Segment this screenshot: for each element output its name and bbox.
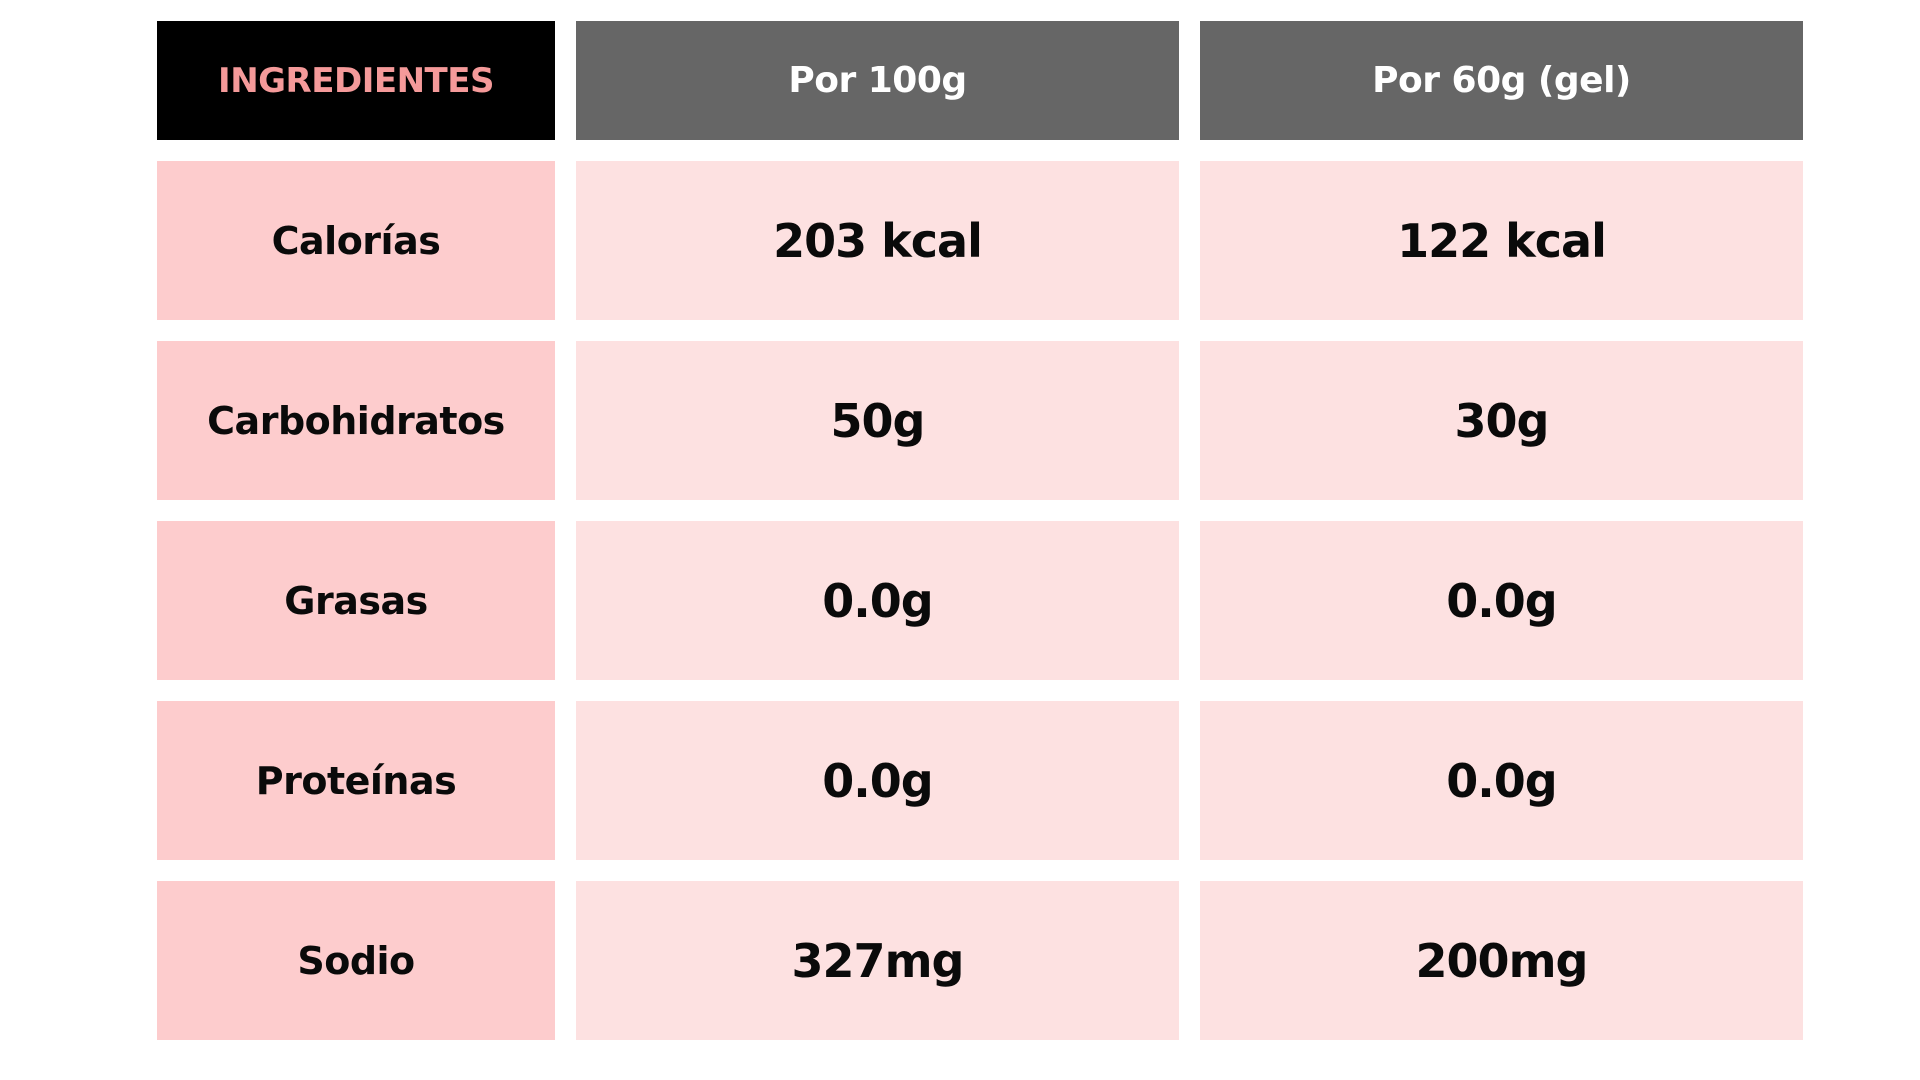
- value-sodio-per60: 200mg: [1200, 881, 1803, 1040]
- row-label-carbohidratos: Carbohidratos: [157, 341, 555, 500]
- value-carbohidratos-per60: 30g: [1200, 341, 1803, 500]
- row-label-calorias: Calorías: [157, 161, 555, 320]
- value-grasas-per60: 0.0g: [1200, 521, 1803, 680]
- header-per-100g: Por 100g: [576, 21, 1179, 140]
- value-calorias-per60: 122 kcal: [1200, 161, 1803, 320]
- nutrition-table: INGREDIENTES Por 100g Por 60g (gel) Calo…: [157, 21, 1803, 1040]
- value-sodio-per100: 327mg: [576, 881, 1179, 1040]
- value-carbohidratos-per100: 50g: [576, 341, 1179, 500]
- header-ingredientes: INGREDIENTES: [157, 21, 555, 140]
- value-proteinas-per60: 0.0g: [1200, 701, 1803, 860]
- value-grasas-per100: 0.0g: [576, 521, 1179, 680]
- row-label-sodio: Sodio: [157, 881, 555, 1040]
- value-proteinas-per100: 0.0g: [576, 701, 1179, 860]
- row-label-grasas: Grasas: [157, 521, 555, 680]
- value-calorias-per100: 203 kcal: [576, 161, 1179, 320]
- row-label-proteinas: Proteínas: [157, 701, 555, 860]
- header-per-60g: Por 60g (gel): [1200, 21, 1803, 140]
